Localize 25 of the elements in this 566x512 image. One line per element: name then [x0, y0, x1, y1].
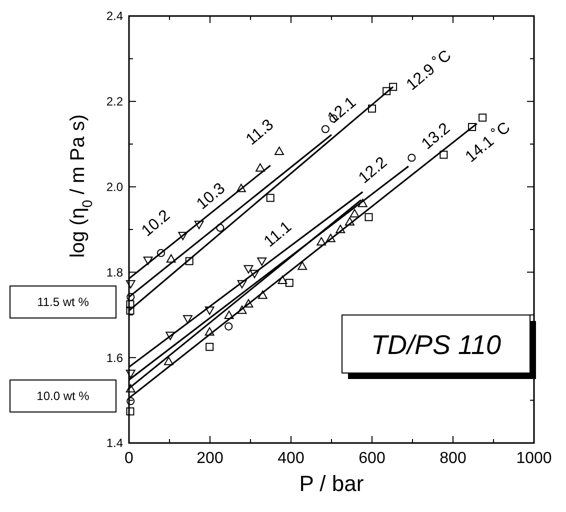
x-axis-title: P / bar [299, 471, 364, 496]
y-tick-label: 1.4 [106, 436, 124, 450]
y-tick-label: 2.4 [106, 9, 124, 24]
x-tick-label: 200 [196, 450, 224, 467]
annotation: 12.2 [356, 154, 391, 188]
annotation: 13.2 [418, 120, 454, 154]
annotation: 10.3 [194, 180, 229, 214]
y-tick-label: 1.8 [106, 265, 124, 280]
annotation: 14.1 ˚C [462, 119, 514, 166]
annotation: TD/PS 110 [370, 330, 502, 360]
annotation: 10.2 [138, 206, 174, 240]
annotation: 11.3 [243, 116, 278, 149]
annotation: 12.1 [324, 94, 360, 128]
x-tick-label: 400 [278, 450, 304, 467]
y-tick-label: 2.2 [106, 94, 124, 109]
x-tick-label: 1000 [516, 450, 552, 467]
annotation: 12.9 ˚C [404, 47, 455, 94]
x-tick-label: 0 [124, 450, 134, 467]
annotation: 11.1 [261, 218, 296, 251]
x-tick-label: 600 [358, 450, 386, 467]
text: 10.0 wt % [36, 389, 90, 404]
y-tick-label: 2.0 [106, 180, 124, 194]
x-tick-label: 800 [440, 450, 466, 467]
text: 11.5 wt % [37, 295, 90, 310]
y-tick-label: 1.6 [106, 350, 124, 365]
